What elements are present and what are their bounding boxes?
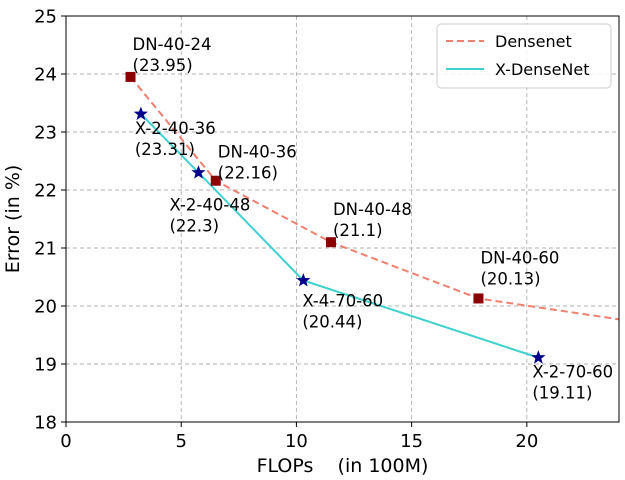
data-point-square — [125, 71, 136, 82]
x-axis-ticks: 0 5 10 15 20 — [60, 422, 538, 452]
data-point-square — [325, 237, 336, 248]
plot-frame — [65, 15, 620, 423]
point-value-label: (23.95) — [133, 56, 193, 75]
point-label: X-2-40-36 — [135, 119, 216, 138]
y-tick-label: 24 — [34, 65, 57, 86]
point-label: DN-40-48 — [333, 200, 412, 219]
x-tick-label: 20 — [515, 431, 538, 452]
y-tick-label: 23 — [34, 123, 57, 144]
x-tick-label: 15 — [400, 431, 423, 452]
data-point-star — [191, 165, 206, 179]
y-tick-label: 25 — [34, 7, 57, 28]
x-axis-label: FLOPs (in 100M) — [257, 455, 429, 477]
data-point-star — [296, 272, 311, 287]
y-tick-label: 21 — [34, 239, 57, 260]
point-label: DN-40-60 — [480, 248, 559, 267]
legend: Densenet X-DenseNet — [436, 23, 612, 89]
point-value-label: (20.13) — [480, 269, 540, 288]
point-label: X-2-70-60 — [532, 363, 613, 382]
legend-label: X-DenseNet — [495, 60, 590, 79]
point-annotations: DN-40-24 (23.95) DN-40-36 (22.16) DN-40-48 (2… — [133, 35, 614, 403]
data-point-square — [210, 175, 221, 186]
point-value-label: (21.1) — [333, 221, 383, 240]
x-tick-label: 5 — [175, 431, 186, 452]
point-value-label: (23.31) — [135, 140, 195, 159]
y-tick-label: 20 — [34, 297, 57, 318]
point-value-label: (22.16) — [218, 164, 278, 183]
data-point-star — [133, 106, 149, 121]
series-markers — [125, 71, 546, 364]
y-axis-ticks: 18 19 20 21 22 23 24 25 — [34, 7, 66, 434]
point-label: X-4-70-60 — [302, 291, 383, 310]
point-value-label: (19.11) — [532, 384, 592, 403]
point-label: DN-40-36 — [218, 143, 297, 162]
point-value-label: (20.44) — [302, 312, 362, 331]
point-value-label: (22.3) — [169, 217, 219, 236]
point-label: X-2-40-48 — [169, 196, 250, 215]
series-line-x-densenet — [140, 113, 539, 359]
point-label: DN-40-24 — [133, 35, 212, 54]
y-tick-label: 18 — [34, 413, 57, 434]
y-tick-label: 19 — [34, 355, 57, 376]
x-tick-label: 0 — [60, 431, 71, 452]
data-point-star — [531, 350, 546, 364]
data-point-square — [473, 293, 484, 304]
y-tick-label: 22 — [34, 181, 57, 202]
x-tick-label: 10 — [285, 431, 308, 452]
y-axis-label: Error (in %) — [2, 165, 24, 274]
legend-label: Densenet — [495, 32, 572, 51]
